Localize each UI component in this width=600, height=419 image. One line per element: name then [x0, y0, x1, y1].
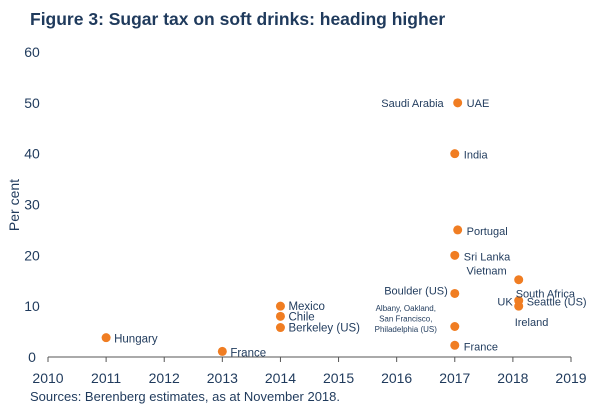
point-label: Vietnam: [467, 266, 507, 278]
point-label: UK: [497, 297, 513, 309]
data-point: [450, 322, 460, 331]
x-tick-label: 2015: [323, 370, 354, 386]
x-tick-label: 2018: [497, 370, 528, 386]
point-label: Saudi Arabia: [381, 98, 444, 110]
y-tick-label: 50: [24, 95, 40, 111]
point-label: Sri Lanka: [464, 251, 511, 263]
y-tick-label: 30: [24, 197, 40, 213]
point-label: France: [464, 341, 498, 353]
y-tick-label: 0: [28, 349, 36, 365]
data-point: [514, 275, 524, 285]
x-tick-label: 2016: [381, 370, 412, 386]
data-point: [514, 301, 524, 311]
point-label: India: [464, 150, 489, 162]
data-point: [275, 323, 285, 333]
x-tick-label: 2014: [265, 370, 296, 386]
y-axis-label: Per cent: [6, 179, 22, 231]
x-tick-label: 2017: [439, 370, 470, 386]
data-point: [217, 346, 227, 356]
data-point: [453, 225, 463, 235]
x-tick-label: 2013: [207, 370, 238, 386]
y-tick-label: 10: [24, 298, 40, 314]
x-tick-label: 2010: [32, 370, 63, 386]
data-point: [275, 311, 285, 321]
data-point: [450, 340, 460, 350]
point-label: Hungary: [114, 334, 158, 346]
point-label: Chile: [288, 311, 314, 323]
y-tick-label: 60: [24, 44, 40, 60]
data-point: [450, 288, 460, 298]
point-label: UAE: [467, 98, 490, 110]
point-label: Berkeley (US): [288, 323, 360, 335]
x-tick-label: 2012: [149, 370, 180, 386]
point-label: Seattle (US): [527, 297, 587, 309]
source-note: Sources: Berenberg estimates, as at Nove…: [30, 389, 340, 404]
data-point: [450, 250, 460, 260]
point-label: Boulder (US): [384, 285, 448, 297]
data-point: [450, 149, 460, 159]
y-tick-label: 40: [24, 146, 40, 162]
data-point: [275, 301, 285, 311]
chart-title: Figure 3: Sugar tax on soft drinks: head…: [30, 9, 446, 29]
x-tick-label: 2019: [555, 370, 586, 386]
data-point: [101, 333, 111, 343]
point-label: Portugal: [467, 226, 508, 238]
data-point: [453, 98, 463, 108]
point-label: Ireland: [515, 317, 549, 329]
x-tick-label: 2011: [91, 370, 121, 386]
point-label: France: [230, 347, 266, 359]
point-label: Albany, Oakland, San Francisco, Philadelph…: [375, 304, 438, 334]
point-label: Mexico: [288, 301, 324, 313]
point-label: South Africa: [516, 289, 576, 301]
y-tick-label: 20: [24, 247, 40, 263]
